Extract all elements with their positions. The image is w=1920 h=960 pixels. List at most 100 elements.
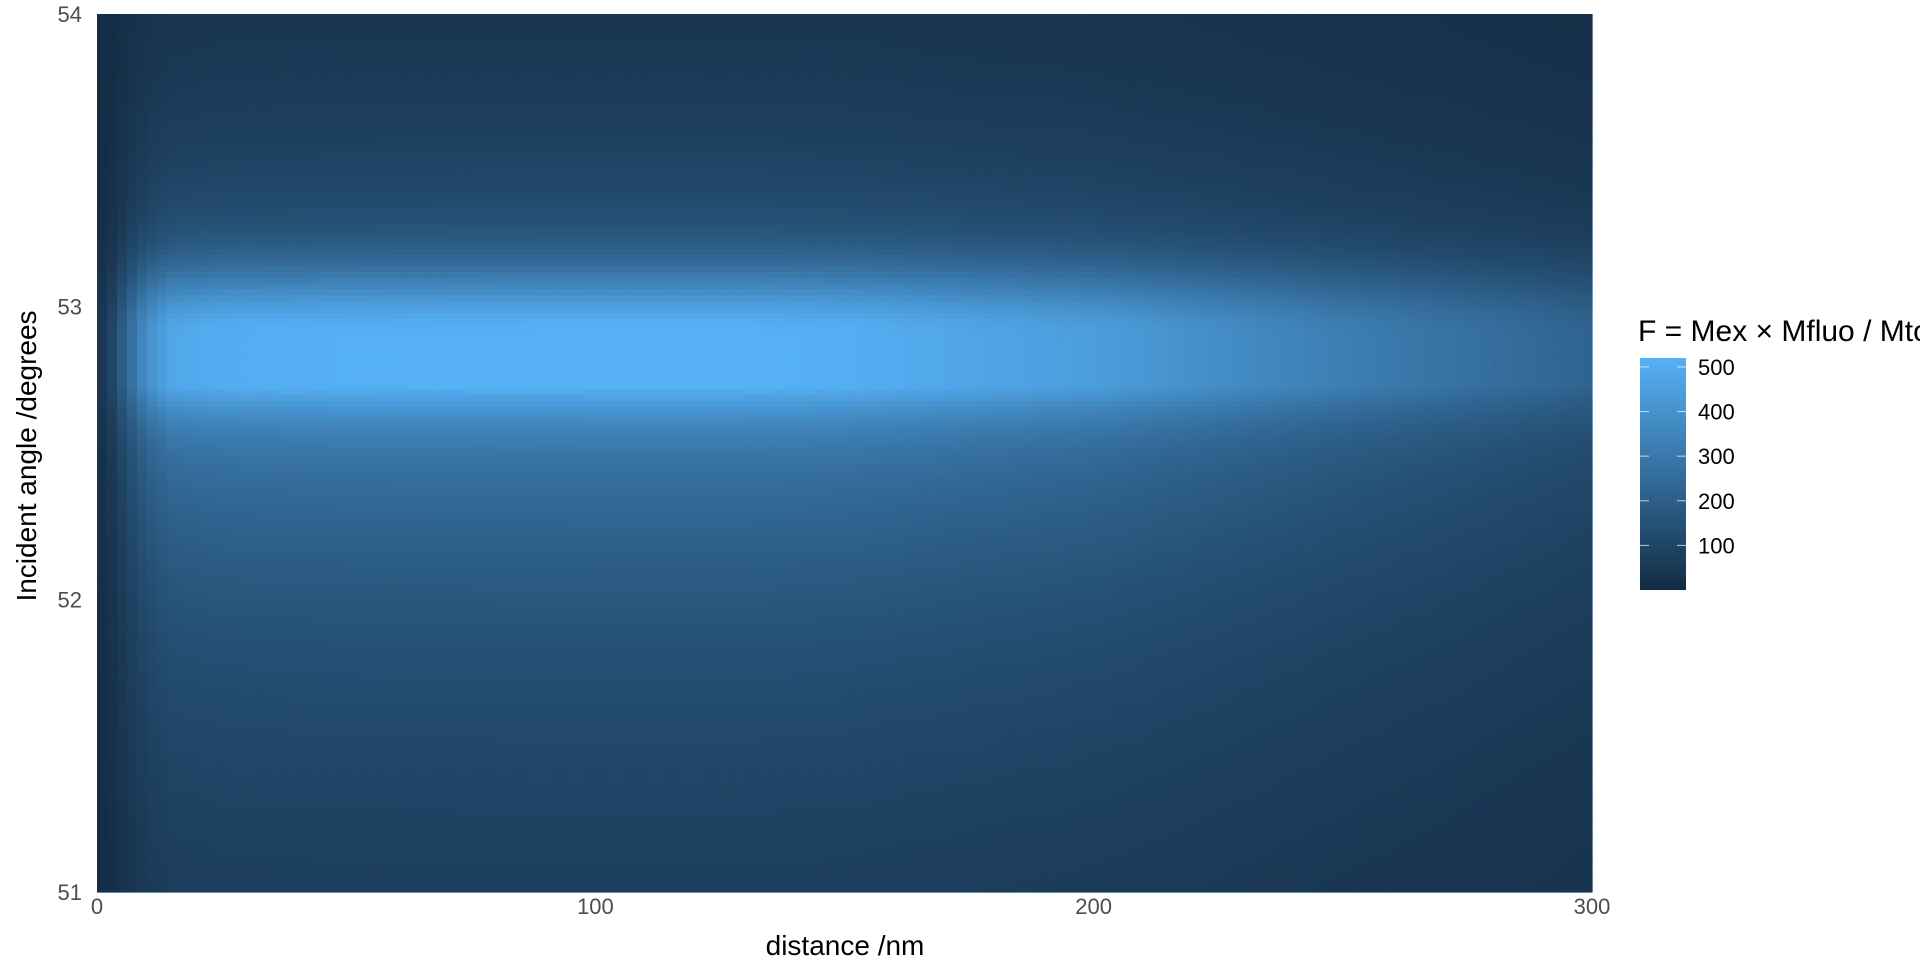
heatmap-tile (187, 699, 198, 705)
heatmap-tile (416, 775, 427, 781)
heatmap-tile (825, 728, 836, 734)
heatmap-tile (1343, 822, 1354, 828)
heatmap-tile (247, 863, 258, 869)
heatmap-tile (1064, 699, 1075, 705)
heatmap-tile (1263, 869, 1274, 875)
heatmap-tile (157, 781, 168, 787)
heatmap-tile (725, 711, 736, 717)
heatmap-tile (934, 775, 945, 781)
heatmap-tile (97, 869, 108, 875)
heatmap-tile (765, 851, 776, 857)
heatmap-tile (1024, 863, 1035, 869)
heatmap-tile (296, 728, 307, 734)
heatmap-tile (695, 798, 706, 804)
heatmap-tile (615, 874, 626, 880)
heatmap-tile (1064, 711, 1075, 717)
heatmap-tile (97, 699, 108, 705)
heatmap-tile (1443, 886, 1454, 892)
heatmap-tile (1034, 857, 1045, 863)
heatmap-tile (1572, 874, 1583, 880)
heatmap-tile (1552, 722, 1563, 728)
heatmap-tile (486, 705, 497, 711)
heatmap-tile (476, 746, 487, 752)
heatmap-tile (585, 839, 596, 845)
heatmap-tile (446, 775, 457, 781)
heatmap-tile (725, 880, 736, 886)
heatmap-tile (1263, 857, 1274, 863)
heatmap-tile (645, 705, 656, 711)
heatmap-tile (1532, 857, 1543, 863)
heatmap-tile (1084, 740, 1095, 746)
heatmap-tile (1293, 798, 1304, 804)
heatmap-tile (147, 857, 158, 863)
heatmap-tile (695, 792, 706, 798)
heatmap-tile (805, 857, 816, 863)
heatmap-tile (1423, 757, 1434, 763)
heatmap-tile (1383, 734, 1394, 740)
heatmap-tile (466, 775, 477, 781)
heatmap-tile (197, 822, 208, 828)
heatmap-tile (237, 880, 248, 886)
heatmap-tile (1423, 833, 1434, 839)
heatmap-tile (1582, 752, 1593, 758)
heatmap-tile (1373, 711, 1384, 717)
heatmap-tile (1173, 734, 1184, 740)
heatmap-tile (396, 716, 407, 722)
heatmap-tile (984, 746, 995, 752)
heatmap-tile (247, 839, 258, 845)
heatmap-tile (546, 792, 557, 798)
heatmap-tile (1104, 787, 1115, 793)
heatmap-tile (1552, 810, 1563, 816)
heatmap-tile (1004, 880, 1015, 886)
heatmap-tile (1014, 816, 1025, 822)
heatmap-tile (1393, 833, 1404, 839)
heatmap-tile (1413, 833, 1424, 839)
heatmap-tile (306, 857, 317, 863)
heatmap-tile (167, 763, 178, 769)
heatmap-tile (436, 828, 447, 834)
heatmap-tile (615, 828, 626, 834)
heatmap-tile (386, 722, 397, 728)
heatmap-tile (1034, 880, 1045, 886)
heatmap-tile (765, 804, 776, 810)
heatmap-tile (705, 880, 716, 886)
heatmap-tile (1462, 787, 1473, 793)
heatmap-tile (107, 693, 118, 699)
heatmap-tile (665, 839, 676, 845)
heatmap-tile (1313, 728, 1324, 734)
heatmap-tile (1193, 822, 1204, 828)
heatmap-tile (645, 775, 656, 781)
heatmap-tile (117, 763, 128, 769)
heatmap-tile (914, 699, 925, 705)
heatmap-tile (725, 775, 736, 781)
heatmap-tile (1233, 728, 1244, 734)
heatmap-tile (396, 810, 407, 816)
heatmap-tile (1054, 752, 1065, 758)
heatmap-tile (944, 716, 955, 722)
heatmap-tile (974, 705, 985, 711)
heatmap-tile (127, 886, 138, 892)
heatmap-tile (964, 816, 975, 822)
heatmap-tile (1044, 746, 1055, 752)
heatmap-tile (605, 804, 616, 810)
heatmap-tile (695, 816, 706, 822)
heatmap-tile (1343, 787, 1354, 793)
heatmap-tile (316, 886, 327, 892)
heatmap-tile (685, 851, 696, 857)
heatmap-tile (1293, 833, 1304, 839)
heatmap-tile (326, 833, 337, 839)
heatmap-tile (655, 833, 666, 839)
heatmap-tile (924, 781, 935, 787)
heatmap-tile (506, 845, 517, 851)
heatmap-tile (286, 857, 297, 863)
heatmap-tile (1263, 833, 1274, 839)
heatmap-tile (316, 880, 327, 886)
heatmap-tile (316, 734, 327, 740)
heatmap-tile (296, 857, 307, 863)
heatmap-tile (1492, 869, 1503, 875)
heatmap-tile (436, 839, 447, 845)
heatmap-tile (984, 699, 995, 705)
heatmap-tile (555, 711, 566, 717)
heatmap-tile (466, 728, 477, 734)
heatmap-tile (1054, 869, 1065, 875)
